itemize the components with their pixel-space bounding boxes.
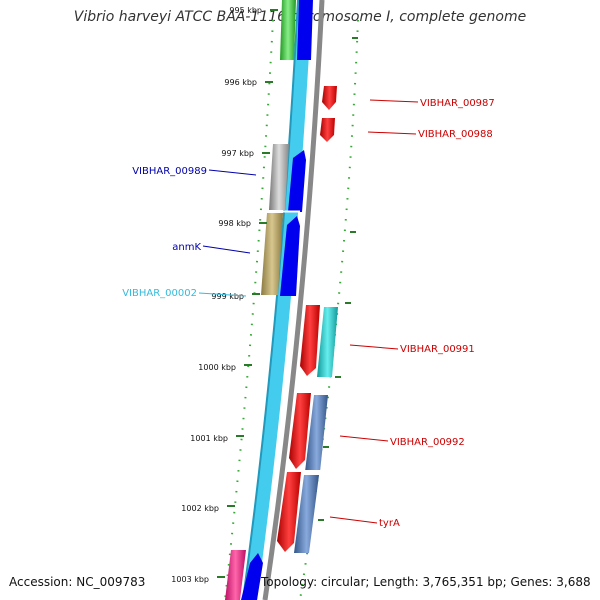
gene-block-tyrA [294,475,319,553]
tick-label: 997 kbp [221,149,254,158]
gene-block-VIBHAR_00987 [322,86,337,110]
gene-label-anmK: anmK [172,242,201,253]
gene-block-VIBHAR_00988 [320,118,335,142]
tick-label: 1002 kbp [181,504,219,513]
gene-leader-line [208,169,257,176]
gene-leader-line [329,516,378,524]
gene-block-VIBHAR_00991-a [300,305,320,376]
tick-label: 1001 kbp [190,434,228,443]
tick-label: 998 kbp [218,219,251,228]
gene-block-VIBHAR_00991 [317,307,338,377]
backbone-ring [262,0,325,600]
tick-label: 1003 kbp [171,575,209,584]
accession-label: Accession: NC_009783 [9,575,146,589]
gene-leader-line [339,435,389,442]
gc-content-ring [243,0,312,600]
topology-summary: Topology: circular; Length: 3,765,351 bp… [261,575,591,589]
gene-block-VIBHAR_00992 [305,395,328,472]
gene-block-magenta [225,550,246,600]
gene-leader-line [367,131,417,135]
gene-block-VIBHAR_00989 [269,144,289,210]
gene-label-VIBHAR_00002: VIBHAR_00002 [122,288,197,299]
gene-leader-line [369,99,419,103]
gene-label-VIBHAR_00987: VIBHAR_00987 [420,98,495,109]
gene-block-anmK [261,213,283,295]
tick-label: 999 kbp [211,292,244,301]
gene-label-tyrA: tyrA [379,518,400,529]
reverse-strand-genes [225,0,296,600]
tick-label: 995 kbp [229,6,262,15]
gene-label-VIBHAR_00991: VIBHAR_00991 [400,344,475,355]
gc-content-ring-edge [242,0,299,600]
tick-label: 1000 kbp [198,363,236,372]
gene-leader-line [349,344,399,350]
gene-gaps [268,210,325,472]
tick-label: 996 kbp [224,78,257,87]
gene-labels: VIBHAR_00987 VIBHAR_00988 VIBHAR_00989 anmK… [122,98,495,529]
ruler-ticks: 995 kbp 996 kbp 997 kbp 998 kbp 999 kbp 1000 … [171,6,358,584]
forward-strand-genes [277,86,338,553]
gene-leader-line [202,245,251,254]
gene-label-VIBHAR_00989: VIBHAR_00989 [132,166,207,177]
gene-leader-line [198,292,247,297]
gene-label-VIBHAR_00992: VIBHAR_00992 [390,437,465,448]
blue-cds-segments [241,0,313,600]
gene-block-green [280,0,296,60]
gene-block-VIBHAR_00992-a [289,393,311,469]
gene-label-VIBHAR_00988: VIBHAR_00988 [418,129,493,140]
gene-block-tyrA-a [277,472,301,552]
